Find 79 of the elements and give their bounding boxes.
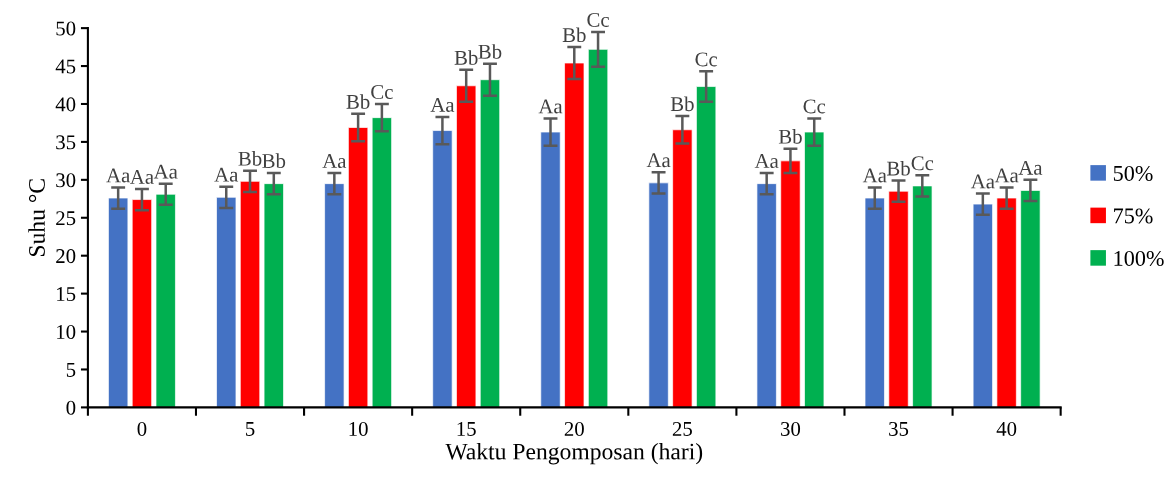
bar bbox=[155, 193, 176, 408]
y-tick-label: 5 bbox=[66, 363, 76, 377]
data-label: Aa bbox=[970, 174, 995, 189]
data-label: Aa bbox=[754, 154, 779, 169]
y-tick-label: 40 bbox=[55, 97, 76, 112]
data-label: Aa bbox=[430, 97, 455, 112]
bar bbox=[587, 49, 609, 408]
bar bbox=[864, 197, 885, 408]
data-label: Bb bbox=[562, 27, 586, 43]
bar bbox=[756, 183, 777, 408]
y-tick-label: 50 bbox=[56, 21, 76, 36]
data-label: Bb bbox=[238, 151, 262, 166]
bar bbox=[263, 183, 284, 408]
data-label: Cc bbox=[695, 52, 718, 67]
x-tick-label: 40 bbox=[996, 421, 1017, 436]
data-label: Bb bbox=[346, 94, 370, 109]
y-tick-label: 35 bbox=[56, 135, 76, 150]
bar bbox=[804, 131, 825, 408]
data-label: Aa bbox=[1018, 160, 1043, 175]
legend-label: 100% bbox=[1114, 250, 1164, 266]
bar bbox=[996, 197, 1017, 408]
bar bbox=[456, 85, 477, 408]
y-tick-label: 0 bbox=[66, 400, 76, 415]
data-label: Aa bbox=[153, 164, 178, 179]
x-tick-label: 15 bbox=[457, 421, 476, 436]
y-axis-title: Suhu °C bbox=[28, 179, 45, 257]
bar bbox=[348, 127, 369, 408]
data-label: Aa bbox=[862, 168, 887, 183]
bar bbox=[108, 197, 129, 408]
bar bbox=[648, 182, 669, 408]
legend-label: 75% bbox=[1114, 208, 1153, 224]
data-label: Cc bbox=[371, 84, 393, 99]
bar bbox=[912, 185, 933, 408]
x-tick-label: 20 bbox=[564, 421, 584, 436]
bar bbox=[972, 203, 993, 408]
bar bbox=[479, 79, 501, 408]
data-label: Aa bbox=[130, 169, 154, 184]
data-label: Bb bbox=[886, 160, 910, 176]
y-tick-label: 15 bbox=[57, 287, 76, 302]
data-label: Bb bbox=[454, 50, 478, 65]
x-tick-label: 25 bbox=[672, 421, 692, 436]
bar bbox=[540, 131, 561, 408]
bar bbox=[239, 181, 261, 408]
x-tick-label: 0 bbox=[137, 421, 147, 436]
data-label: Aa bbox=[538, 99, 563, 114]
x-tick-label: 10 bbox=[349, 421, 368, 436]
bar bbox=[432, 130, 453, 408]
data-label: Aa bbox=[106, 168, 131, 183]
bar bbox=[696, 86, 717, 408]
data-label: Aa bbox=[322, 154, 347, 169]
data-label: Aa bbox=[214, 167, 239, 182]
x-axis-title: Waktu Pengomposan (hari) bbox=[445, 442, 703, 465]
data-label: Bb bbox=[670, 96, 694, 112]
data-label: Bb bbox=[262, 153, 286, 169]
legend-label: 50% bbox=[1113, 165, 1153, 181]
bar bbox=[780, 160, 801, 408]
y-tick-label: 45 bbox=[55, 59, 76, 74]
bar bbox=[371, 117, 392, 408]
bar bbox=[131, 199, 153, 408]
data-label: Aa bbox=[646, 153, 671, 168]
bar bbox=[1020, 190, 1041, 408]
x-tick-label: 35 bbox=[889, 421, 909, 436]
y-tick-label: 20 bbox=[56, 249, 76, 264]
data-label: Aa bbox=[994, 168, 1019, 183]
data-label: Cc bbox=[587, 12, 609, 27]
data-label: Cc bbox=[911, 156, 934, 171]
bar bbox=[216, 196, 237, 408]
y-tick-label: 25 bbox=[56, 211, 76, 226]
y-tick-label: 30 bbox=[56, 173, 76, 188]
data-label: Bb bbox=[778, 129, 802, 144]
x-tick-label: 5 bbox=[246, 422, 255, 436]
x-tick-label: 30 bbox=[781, 421, 801, 436]
data-label: Cc bbox=[803, 99, 826, 114]
bar bbox=[564, 62, 585, 408]
data-label: Bb bbox=[478, 44, 502, 59]
bar bbox=[324, 183, 345, 408]
y-tick-label: 10 bbox=[57, 324, 76, 339]
bar bbox=[672, 129, 693, 408]
bar bbox=[888, 190, 909, 408]
